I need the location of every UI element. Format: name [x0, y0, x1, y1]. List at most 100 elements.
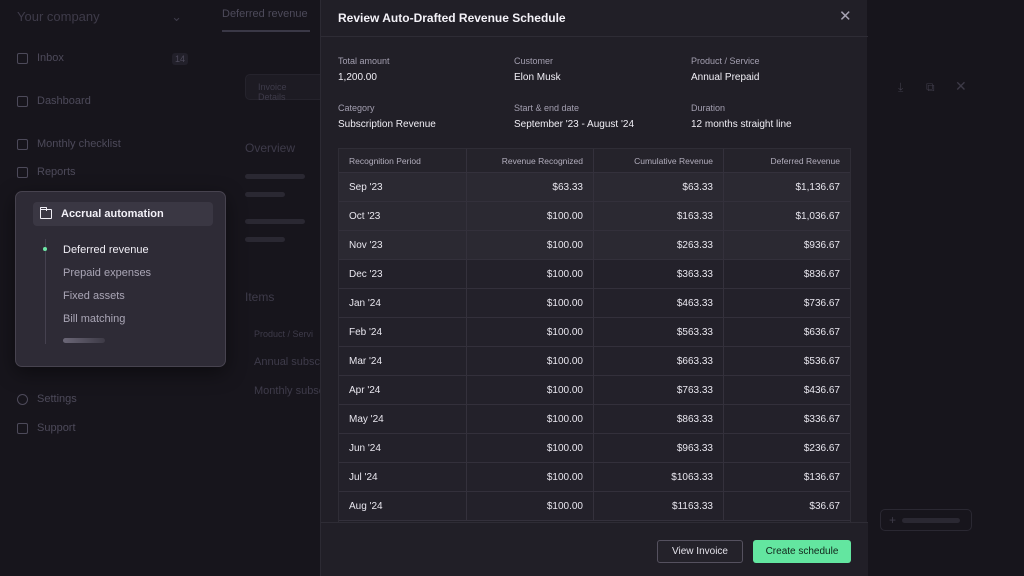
skeleton-bar — [902, 517, 961, 523]
product-label: Product / Service — [691, 56, 760, 66]
sidebar-item-reports[interactable]: Reports — [17, 166, 76, 178]
deferred-cell: $1,036.67 — [795, 210, 841, 222]
recognized-cell: $100.00 — [467, 492, 594, 520]
sidebar-item-label: Dashboard — [37, 95, 91, 107]
period-cell: Jan '24 — [339, 289, 467, 317]
period-cell: Dec '23 — [339, 260, 467, 288]
close-icon[interactable]: ✕ — [955, 78, 967, 94]
deferred-cell: $636.67 — [803, 326, 840, 338]
items-heading: Items — [245, 290, 275, 304]
deferred-cell: $736.67 — [803, 297, 840, 309]
table-row: Dec '23 $100.00 $363.33 $836.67 — [339, 260, 850, 289]
menu-item-bill-matching[interactable]: Bill matching — [63, 313, 126, 325]
deferred-cell: $436.67 — [803, 384, 840, 396]
period-cell: Aug '24 — [339, 492, 467, 520]
view-invoice-button[interactable]: View Invoice — [657, 540, 743, 563]
table-row: Aug '24 $100.00 $1163.33 $36.67 — [339, 492, 850, 521]
product-value: Annual Prepaid — [691, 72, 760, 83]
deferred-cell: $836.67 — [803, 268, 840, 280]
sidebar: Your company ⌄ Inbox 14 Dashboard Monthl… — [0, 0, 200, 576]
tab-deferred-revenue[interactable]: Deferred revenue — [222, 8, 308, 20]
skeleton-bar — [245, 219, 305, 224]
skeleton-bar — [63, 338, 105, 343]
column-header-recognized: Revenue Recognized — [467, 149, 594, 172]
sidebar-item-label: Monthly checklist — [37, 138, 121, 150]
plus-icon: + — [889, 513, 897, 527]
table-row: Oct '23 $100.00 $163.33 $1,036.67 — [339, 202, 850, 231]
active-tab-indicator — [222, 30, 310, 32]
column-header-cumulative: Cumulative Revenue — [594, 149, 724, 172]
duration-label: Duration — [691, 103, 726, 113]
sidebar-item-label: Support — [37, 422, 76, 434]
cumulative-cell: $663.33 — [594, 347, 724, 375]
dates-label: Start & end date — [514, 103, 580, 113]
recognized-cell: $100.00 — [467, 318, 594, 346]
table-row: Apr '24 $100.00 $763.33 $436.67 — [339, 376, 850, 405]
recognized-cell: $100.00 — [467, 434, 594, 462]
period-cell: Jun '24 — [339, 434, 467, 462]
column-header-deferred: Deferred Revenue — [770, 155, 840, 166]
recognized-cell: $100.00 — [467, 347, 594, 375]
cumulative-cell: $763.33 — [594, 376, 724, 404]
sidebar-item-label: Settings — [37, 393, 77, 405]
category-label: Category — [338, 103, 375, 113]
duration-value: 12 months straight line — [691, 119, 792, 130]
column-header-period: Recognition Period — [339, 149, 467, 172]
copy-icon[interactable]: ⧉ — [926, 80, 935, 94]
reports-icon — [17, 166, 28, 178]
sidebar-item-label: Reports — [37, 166, 76, 178]
deferred-cell: $336.67 — [803, 413, 840, 425]
cumulative-cell: $1063.33 — [594, 463, 724, 491]
active-indicator-dot — [43, 247, 47, 251]
deferred-cell: $36.67 — [809, 500, 840, 512]
cumulative-cell: $563.33 — [594, 318, 724, 346]
cumulative-cell: $63.33 — [594, 173, 724, 201]
customer-value: Elon Musk — [514, 72, 561, 83]
deferred-cell: $1,136.67 — [795, 181, 841, 193]
skeleton-bar — [245, 192, 285, 197]
period-cell: Apr '24 — [339, 376, 467, 404]
company-switcher[interactable]: Your company ⌄ — [17, 9, 182, 25]
category-value: Subscription Revenue — [338, 119, 436, 130]
sidebar-item-support[interactable]: Support — [17, 422, 76, 434]
close-icon[interactable]: ✕ — [839, 8, 852, 25]
table-row: Sep '23 $63.33 $63.33 $1,136.67 — [339, 173, 850, 202]
period-cell: May '24 — [339, 405, 467, 433]
sidebar-item-monthly-checklist[interactable]: Monthly checklist — [17, 138, 121, 150]
accrual-menu-title: Accrual automation — [61, 208, 164, 220]
accrual-menu-header[interactable]: Accrual automation — [33, 202, 213, 226]
sidebar-item-inbox[interactable]: Inbox — [17, 52, 64, 64]
skeleton-bar — [245, 174, 305, 179]
period-cell: Jul '24 — [339, 463, 467, 491]
recognized-cell: $100.00 — [467, 260, 594, 288]
menu-item-fixed-assets[interactable]: Fixed assets — [63, 290, 125, 302]
menu-item-deferred-revenue[interactable]: Deferred revenue — [63, 244, 149, 256]
sidebar-item-settings[interactable]: Settings — [17, 393, 77, 405]
cumulative-cell: $263.33 — [594, 231, 724, 259]
customer-label: Customer — [514, 56, 554, 66]
add-button[interactable]: + — [880, 509, 972, 531]
menu-item-prepaid-expenses[interactable]: Prepaid expenses — [63, 267, 152, 279]
inbox-icon — [17, 52, 28, 64]
sidebar-item-dashboard[interactable]: Dashboard — [17, 95, 91, 107]
items-row: Monthly subsc — [254, 385, 325, 397]
recognized-cell: $100.00 — [467, 231, 594, 259]
revenue-schedule-table: Recognition Period Revenue Recognized Cu… — [338, 148, 851, 522]
cumulative-cell: $463.33 — [594, 289, 724, 317]
create-schedule-button[interactable]: Create schedule — [753, 540, 851, 563]
period-cell: Feb '24 — [339, 318, 467, 346]
folder-icon — [39, 207, 52, 219]
divider — [321, 36, 868, 37]
table-row: Jun '24 $100.00 $963.33 $236.67 — [339, 434, 850, 463]
modal-title: Review Auto-Drafted Revenue Schedule — [338, 11, 566, 25]
modal-footer: View Invoice Create schedule — [321, 522, 868, 576]
checklist-icon — [17, 138, 28, 150]
accrual-automation-menu: Accrual automation Deferred revenue Prep… — [15, 191, 226, 367]
company-name: Your company — [17, 9, 100, 24]
tab-invoice-details[interactable]: Invoice Details — [245, 74, 325, 102]
table-row: Jul '24 $100.00 $1063.33 $136.67 — [339, 463, 850, 492]
overview-heading: Overview — [245, 141, 296, 155]
cumulative-cell: $963.33 — [594, 434, 724, 462]
deferred-cell: $936.67 — [803, 239, 840, 251]
download-icon[interactable]: ⤓ — [898, 80, 904, 94]
